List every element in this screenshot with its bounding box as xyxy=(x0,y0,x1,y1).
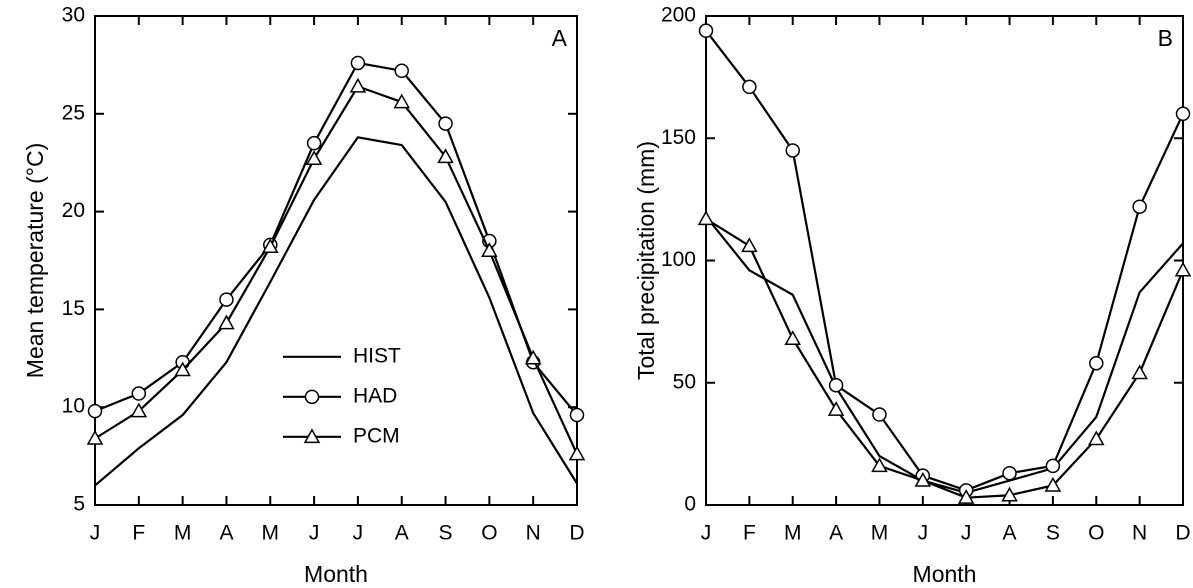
data-point xyxy=(1044,476,1062,492)
x-tick-label: O xyxy=(481,522,497,545)
data-point xyxy=(1089,355,1104,371)
data-point xyxy=(742,79,757,95)
plot-frame xyxy=(94,15,578,506)
legend-label: HAD xyxy=(353,384,397,407)
data-point xyxy=(957,489,975,504)
x-tick-label: M xyxy=(174,522,192,545)
data-point xyxy=(1045,458,1061,474)
x-tick-label: D xyxy=(1175,522,1190,545)
x-tick-label: N xyxy=(526,522,541,545)
data-point xyxy=(1002,465,1017,481)
legend-marker xyxy=(304,389,320,405)
x-tick-label: M xyxy=(871,522,889,545)
x-tick-label: J xyxy=(309,522,320,545)
data-point xyxy=(261,238,279,254)
data-point xyxy=(1131,364,1148,380)
x-tick-label: J xyxy=(90,522,101,545)
data-point xyxy=(697,210,715,226)
x-tick-label: A xyxy=(219,522,233,545)
data-point xyxy=(394,63,409,79)
x-tick-label: J xyxy=(701,522,712,545)
x-axis-label: Month xyxy=(304,561,368,587)
x-tick-label: F xyxy=(743,522,756,545)
data-point xyxy=(524,349,542,365)
data-point xyxy=(871,457,888,473)
y-axis-label: Total precipitation (mm) xyxy=(633,141,659,380)
data-point xyxy=(130,402,148,418)
data-point xyxy=(872,407,887,422)
data-point xyxy=(437,148,454,164)
data-point xyxy=(306,135,322,151)
y-tick-label: 15 xyxy=(62,297,85,320)
y-tick-label: 100 xyxy=(661,248,696,271)
y-tick-label: 150 xyxy=(661,126,696,149)
data-point xyxy=(827,401,845,416)
x-tick-label: F xyxy=(132,522,145,545)
data-point xyxy=(350,55,366,71)
data-point xyxy=(914,472,932,487)
data-point xyxy=(305,150,323,166)
y-tick-label: 200 xyxy=(661,4,696,27)
x-tick-label: J xyxy=(353,522,364,545)
x-tick-label: O xyxy=(1088,522,1104,545)
legend-label: PCM xyxy=(353,424,400,447)
series-line xyxy=(94,136,578,487)
x-tick-label: M xyxy=(262,522,280,545)
data-point xyxy=(1001,486,1018,502)
data-point xyxy=(131,386,147,401)
y-tick-label: 5 xyxy=(73,493,85,516)
data-point xyxy=(698,23,714,38)
x-axis-label: Month xyxy=(913,561,977,587)
plot-frame xyxy=(705,15,1184,506)
data-point xyxy=(481,242,498,257)
x-tick-label: M xyxy=(784,522,802,545)
data-point xyxy=(784,330,802,345)
series-line xyxy=(705,29,1184,492)
y-tick-label: 20 xyxy=(62,199,85,222)
series-line xyxy=(94,61,578,416)
x-tick-label: A xyxy=(829,522,843,545)
legend-marker xyxy=(303,428,321,444)
x-tick-label: J xyxy=(961,522,972,545)
data-point xyxy=(86,429,104,445)
data-point xyxy=(438,116,453,131)
data-point xyxy=(569,407,585,423)
data-point xyxy=(1132,199,1147,214)
y-tick-label: 0 xyxy=(684,493,696,516)
data-point xyxy=(568,445,586,461)
series-line xyxy=(94,85,579,455)
y-tick-label: 30 xyxy=(62,4,85,27)
panel-label: A xyxy=(552,25,568,51)
y-tick-label: 50 xyxy=(673,370,696,393)
data-point xyxy=(218,314,235,330)
x-tick-label: A xyxy=(395,522,409,545)
data-point xyxy=(741,237,758,253)
x-tick-label: N xyxy=(1132,522,1147,545)
series-line xyxy=(705,215,1184,494)
y-tick-label: 25 xyxy=(62,101,85,124)
x-tick-label: J xyxy=(918,522,929,545)
x-tick-label: S xyxy=(1046,522,1060,545)
x-tick-label: A xyxy=(1003,522,1017,545)
series-line xyxy=(705,218,1185,499)
data-point xyxy=(219,292,234,307)
data-point xyxy=(349,77,367,93)
data-point xyxy=(87,403,103,419)
data-point xyxy=(785,143,800,158)
x-tick-label: S xyxy=(439,522,453,545)
panel-label: B xyxy=(1158,25,1173,51)
data-point xyxy=(1175,106,1191,122)
y-tick-label: 10 xyxy=(62,395,85,418)
data-point xyxy=(1174,261,1192,277)
x-tick-label: D xyxy=(569,522,584,545)
data-point xyxy=(828,377,844,393)
y-axis-label: Mean temperature (°C) xyxy=(22,143,48,378)
legend-label: HIST xyxy=(353,344,401,367)
data-point xyxy=(393,93,411,109)
data-point xyxy=(1087,430,1105,446)
data-point xyxy=(174,361,191,377)
